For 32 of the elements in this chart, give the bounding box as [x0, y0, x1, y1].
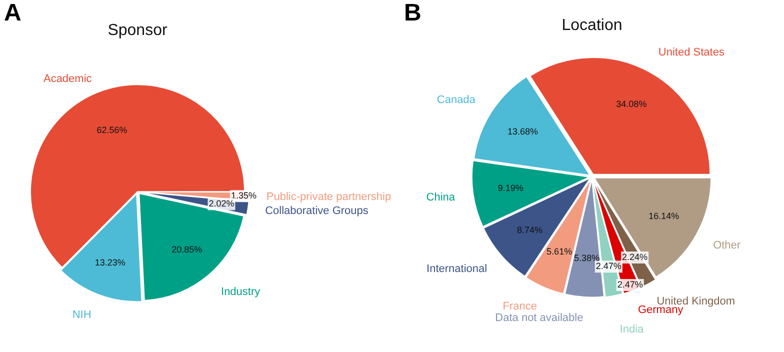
data-label: 1.35% [230, 190, 256, 201]
data-label: 34.08% [616, 98, 647, 109]
slice-label: International [426, 263, 488, 275]
data-label: 2.47% [617, 279, 643, 290]
data-label: 8.74% [516, 224, 542, 235]
data-label: 2.47% [596, 261, 622, 272]
slice-label: India [620, 324, 645, 336]
text: B [404, 0, 422, 27]
slice-label: China [426, 191, 456, 204]
data-label: 5.38% [574, 253, 600, 264]
data-label: 62.56% [96, 124, 128, 135]
slice-label: Canada [436, 94, 476, 106]
slice-label: United States [658, 46, 725, 58]
slice-label: Other [713, 239, 741, 252]
data-label: 2.02% [208, 198, 234, 209]
text: A [4, 0, 22, 27]
data-label: 16.14% [648, 211, 680, 222]
slice-label: Collaborative Groups [265, 205, 369, 218]
chart-title: Location [562, 17, 622, 34]
data-label: 13.68% [508, 126, 538, 137]
data-label: 20.85% [172, 244, 202, 254]
slice-label: NIH [72, 308, 92, 321]
slice-label: France [502, 300, 537, 312]
slice-label: Data not available [495, 312, 584, 324]
chart-title: Sponsor [108, 22, 168, 40]
data-label: 9.19% [498, 183, 524, 194]
data-label: 13.23% [94, 257, 126, 268]
slice-label: Academic [43, 72, 92, 85]
data-label: 5.61% [546, 246, 572, 257]
data-label: 2.24% [622, 252, 648, 262]
slice-label: Industry [221, 286, 261, 298]
slice-label: Public-private partnership [266, 191, 392, 204]
